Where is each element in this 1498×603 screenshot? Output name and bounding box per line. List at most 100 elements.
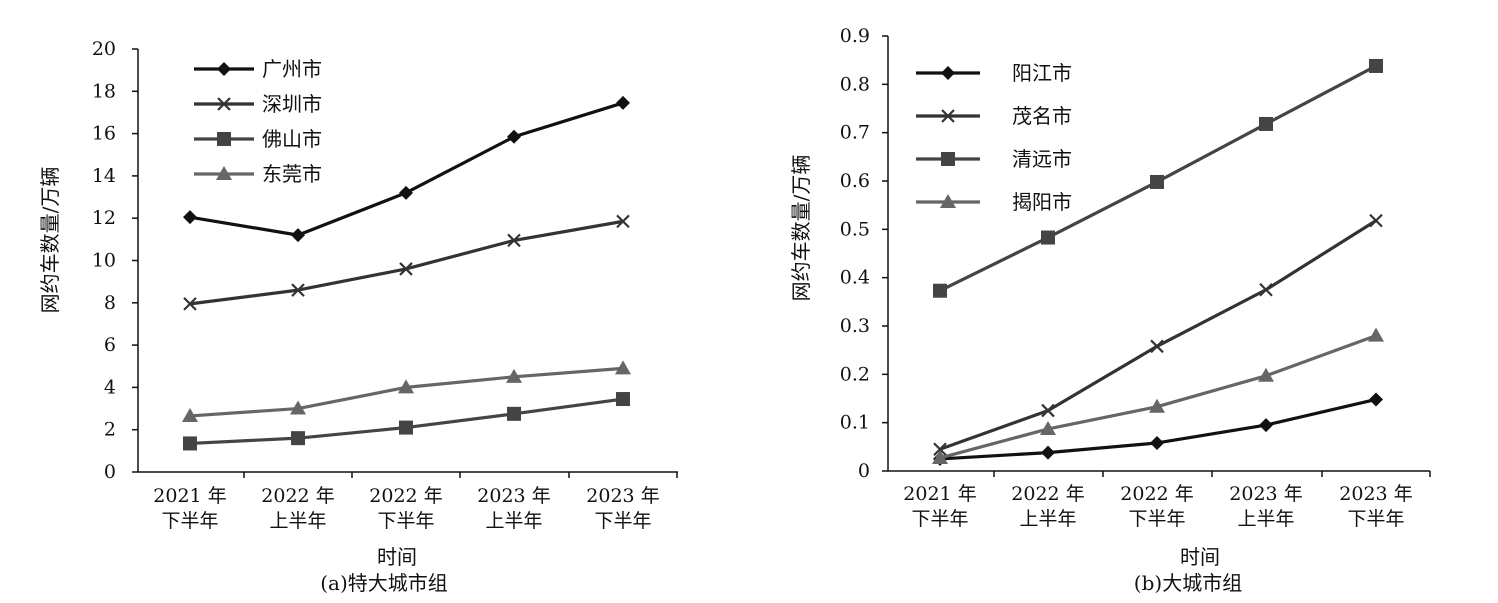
series-2-point xyxy=(291,431,305,446)
series-3-point xyxy=(1258,367,1274,382)
y-tick-label: 0.7 xyxy=(840,122,870,144)
legend-marker xyxy=(216,166,232,180)
x-category-label: 下半年 xyxy=(1347,508,1404,530)
y-tick-label: 20 xyxy=(92,38,116,60)
series-1-point xyxy=(933,442,947,457)
series-2-point xyxy=(399,420,413,435)
series-1-point xyxy=(399,262,413,276)
y-tick-label: 14 xyxy=(92,165,116,187)
x-category-label: 2023 年 xyxy=(586,485,659,507)
x-category-label: 上半年 xyxy=(485,510,542,532)
legend-marker xyxy=(217,62,231,76)
series-2-point xyxy=(183,436,197,451)
series-2-point xyxy=(1259,116,1273,131)
chart-a-y-ticks: 0 2 4 6 8 10 12 14 16 18 20 xyxy=(92,38,138,483)
legend-item: 广州市 xyxy=(194,57,322,81)
series-1-point xyxy=(616,214,630,229)
x-category-label: 2023 年 xyxy=(1339,483,1412,505)
series-line-1 xyxy=(189,219,624,306)
y-tick-label: 0.8 xyxy=(840,73,870,95)
y-tick-label: 4 xyxy=(104,376,116,398)
series-0-point xyxy=(291,228,305,243)
legend-marker xyxy=(941,152,955,166)
series-0-point xyxy=(399,185,413,200)
x-category-label: 2022 年 xyxy=(1120,483,1193,505)
y-tick-label: 0.9 xyxy=(840,25,870,47)
legend-label: 揭阳市 xyxy=(1012,190,1072,214)
series-1-point xyxy=(183,297,197,311)
series-3-point xyxy=(932,449,948,464)
x-category-label: 下半年 xyxy=(1128,508,1185,530)
series-1-point xyxy=(1369,213,1383,228)
series-2-point xyxy=(507,406,521,421)
x-category-label: 2021 年 xyxy=(903,483,976,505)
x-category-label: 2022 年 xyxy=(369,485,442,507)
legend-item: 揭阳市 xyxy=(916,190,1072,214)
chart-b-y-axis-title: 网约车数量/万辆 xyxy=(789,155,813,302)
x-category-label: 下半年 xyxy=(377,510,434,532)
x-category-label: 上半年 xyxy=(1237,508,1294,530)
y-tick-label: 0.1 xyxy=(840,412,870,434)
series-0-point xyxy=(1150,435,1164,450)
chart-b: 00.10.20.30.40.50.60.70.80.9 2021 年下半年20… xyxy=(789,25,1431,595)
legend-item: 东莞市 xyxy=(194,162,322,186)
x-category-label: 2022 年 xyxy=(1011,483,1084,505)
legend-item: 佛山市 xyxy=(194,127,322,151)
series-2-point xyxy=(1369,58,1383,73)
series-1-point xyxy=(291,283,305,297)
y-tick-label: 0.5 xyxy=(840,218,870,240)
chart-a-y-axis-title: 网约车数量/万辆 xyxy=(38,167,62,314)
legend-label: 广州市 xyxy=(262,57,322,81)
x-category-label: 下半年 xyxy=(911,508,968,530)
y-tick-label: 10 xyxy=(92,250,116,272)
chart-b-y-ticks: 0 0.1 0.2 0.3 0.4 0.5 0.6 0.7 0.8 0.9 xyxy=(840,25,888,482)
series-3-point xyxy=(398,379,414,394)
y-tick-label: 8 xyxy=(104,292,116,314)
series-3-point xyxy=(1040,420,1056,435)
legend-marker xyxy=(217,132,231,146)
y-tick-label: 16 xyxy=(92,123,116,145)
y-tick-label: 0 xyxy=(104,461,116,483)
series-2-point xyxy=(1150,174,1164,189)
series-3-point xyxy=(506,368,522,383)
legend-label: 茂名市 xyxy=(1012,104,1072,128)
chart-b-series xyxy=(932,58,1384,466)
series-0-point xyxy=(183,210,197,225)
series-3-point xyxy=(1368,327,1384,342)
chart-a-series xyxy=(182,95,631,451)
legend-item: 茂名市 xyxy=(916,104,1072,128)
chart-a-x-axis-title: 时间 xyxy=(377,545,417,569)
series-1-point xyxy=(1041,403,1055,418)
chart-b-x-axis-title: 时间 xyxy=(1180,545,1220,569)
series-0-point xyxy=(616,95,630,110)
legend-item: 清远市 xyxy=(916,147,1072,171)
series-2-point xyxy=(616,392,630,407)
legend-item: 深圳市 xyxy=(194,92,322,116)
chart-b-caption: (b)大城市组 xyxy=(1134,571,1242,595)
y-tick-label: 18 xyxy=(92,80,116,102)
legend-label: 清远市 xyxy=(1012,147,1072,171)
y-tick-label: 0.4 xyxy=(840,267,870,289)
series-line-0 xyxy=(189,101,624,237)
x-category-label: 2023 年 xyxy=(1229,483,1302,505)
legend-label: 阳江市 xyxy=(1012,61,1072,85)
x-category-label: 2021 年 xyxy=(153,485,226,507)
x-category-label: 上半年 xyxy=(1019,508,1076,530)
series-1-point xyxy=(507,233,521,248)
x-category-label: 下半年 xyxy=(161,510,218,532)
legend-marker xyxy=(941,109,955,123)
legend-label: 佛山市 xyxy=(262,127,322,151)
y-tick-label: 0 xyxy=(858,460,870,482)
legend-label: 东莞市 xyxy=(262,162,322,186)
series-0-point xyxy=(1041,445,1055,460)
legend-item: 阳江市 xyxy=(916,61,1072,85)
series-0-point xyxy=(507,129,521,144)
series-0-point xyxy=(1259,418,1273,433)
y-tick-label: 0.2 xyxy=(840,363,870,385)
series-3-point xyxy=(1149,398,1165,413)
y-tick-label: 2 xyxy=(104,419,116,441)
